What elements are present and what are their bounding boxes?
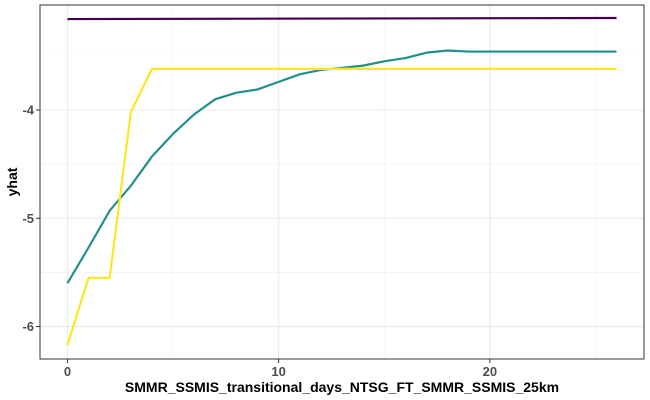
x-axis-title: SMMR_SSMIS_transitional_days_NTSG_FT_SMM… [125,379,559,395]
plot-border [39,4,645,360]
series-line-3 [66,67,617,346]
y-tick-label: -5 [22,211,34,226]
x-tick-label: 0 [64,364,71,379]
x-tick-label: 10 [271,364,285,379]
y-tick-label: -6 [22,319,34,334]
y-tick-label: -4 [22,103,34,118]
x-tick-label: 20 [483,364,497,379]
plot-background [40,5,644,359]
tick-layer: 0 10 20 -4 -5 -6 [22,103,497,379]
series-line-1 [67,16,617,21]
series-layer [66,16,617,346]
grid-layer [40,5,644,359]
y-axis-title: yhat [4,167,20,196]
